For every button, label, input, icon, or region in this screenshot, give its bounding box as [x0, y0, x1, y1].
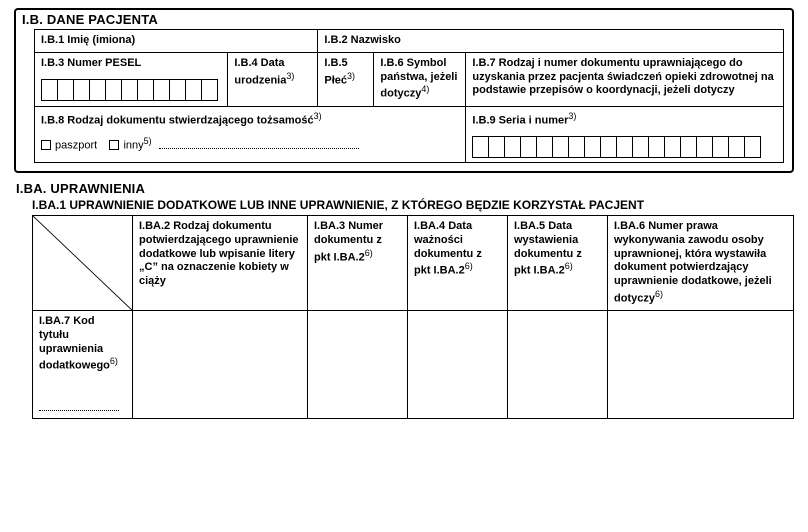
diagonal-line-icon	[33, 216, 132, 310]
blank-iba-r2c6	[608, 311, 794, 419]
fn-iba5: 6)	[565, 261, 573, 271]
label-ib5: I.B.5 Płeć	[324, 57, 347, 86]
label-ib1: I.B.1 Imię (imiona)	[41, 34, 135, 46]
pesel-cells[interactable]	[41, 79, 221, 101]
fn-iba6: 6)	[655, 289, 663, 299]
field-iba6: I.BA.6 Numer prawa wykonywania zawodu os…	[608, 216, 794, 311]
label-ib4: I.B.4 Data urodzenia	[234, 57, 286, 86]
field-iba4: I.BA.4 Data ważności dokumentu z pkt I.B…	[408, 216, 508, 311]
ib-table: I.B.1 Imię (imiona) I.B.2 Nazwisko I.B.3…	[34, 29, 784, 163]
fn-iba3: 6)	[365, 248, 373, 258]
section-iba-subheader: I.BA.1 UPRAWNIENIE DODATKOWE LUB INNE UP…	[14, 198, 794, 215]
blank-iba-r2c4	[408, 311, 508, 419]
fn-ib8: 3)	[314, 111, 322, 121]
field-ib8: I.B.8 Rodzaj dokumentu stwierdzającego t…	[35, 106, 466, 162]
checkbox-passport[interactable]	[41, 140, 51, 150]
field-ib3: I.B.3 Numer PESEL	[35, 52, 228, 106]
field-iba3: I.BA.3 Numer dokumentu z pkt I.BA.26)	[308, 216, 408, 311]
fn-ib6: 4)	[421, 84, 429, 94]
field-ib9: I.B.9 Seria i numer3)	[466, 106, 784, 162]
section-iba-header: I.BA. UPRAWNIENIA	[14, 179, 794, 198]
fn-ib4: 3)	[286, 71, 294, 81]
field-ib6: I.B.6 Symbol państwa, jeżeli dotyczy4)	[374, 52, 466, 106]
diagonal-cell	[33, 216, 133, 311]
label-iba6: I.BA.6 Numer prawa wykonywania zawodu os…	[614, 220, 772, 304]
label-ib7: I.B.7 Rodzaj i numer dokumentu uprawniaj…	[472, 57, 773, 97]
field-iba7: I.BA.7 Kod tytułu uprawnienia dodatkoweg…	[33, 311, 133, 419]
section-ib-header: I.B. DANE PACJENTA	[16, 10, 792, 29]
checkbox-other[interactable]	[109, 140, 119, 150]
label-ib6: I.B.6 Symbol państwa, jeżeli dotyczy	[380, 57, 457, 100]
label-ib9: I.B.9 Seria i numer	[472, 114, 568, 126]
fn-other: 5)	[144, 136, 152, 146]
field-ib7: I.B.7 Rodzaj i numer dokumentu uprawniaj…	[466, 52, 784, 106]
fn-ib5: 3)	[347, 71, 355, 81]
fn-iba7: 6)	[110, 356, 118, 366]
section-iba: I.BA. UPRAWNIENIA I.BA.1 UPRAWNIENIE DOD…	[14, 179, 794, 419]
blank-iba-r2c2	[133, 311, 308, 419]
field-ib4: I.B.4 Data urodzenia3)	[228, 52, 318, 106]
field-ib1: I.B.1 Imię (imiona)	[35, 30, 318, 53]
label-ib8: I.B.8 Rodzaj dokumentu stwierdzającego t…	[41, 114, 314, 126]
field-ib2: I.B.2 Nazwisko	[318, 30, 784, 53]
label-other: inny	[123, 140, 143, 152]
ib8-options: paszport inny5)	[41, 136, 459, 152]
blank-iba-r2c3	[308, 311, 408, 419]
label-ib3: I.B.3 Numer PESEL	[41, 57, 141, 69]
label-passport: paszport	[55, 140, 97, 152]
fn-ib9: 3)	[568, 111, 576, 121]
other-dotted-line[interactable]	[159, 148, 359, 149]
fn-iba4: 6)	[465, 261, 473, 271]
serial-cells[interactable]	[472, 136, 777, 158]
blank-iba-r2c5	[508, 311, 608, 419]
iba7-dotted-line[interactable]	[39, 410, 119, 411]
label-iba2: I.BA.2 Rodzaj dokumentu potwierdzającego…	[139, 220, 299, 287]
label-iba7: I.BA.7 Kod tytułu uprawnienia dodatkoweg…	[39, 315, 110, 372]
label-ib2: I.B.2 Nazwisko	[324, 34, 400, 46]
section-ib: I.B. DANE PACJENTA I.B.1 Imię (imiona) I…	[14, 8, 794, 173]
field-iba5: I.BA.5 Data wystawienia dokumentu z pkt …	[508, 216, 608, 311]
iba-table: I.BA.2 Rodzaj dokumentu potwierdzającego…	[32, 215, 794, 419]
field-ib5: I.B.5 Płeć3)	[318, 52, 374, 106]
field-iba2: I.BA.2 Rodzaj dokumentu potwierdzającego…	[133, 216, 308, 311]
